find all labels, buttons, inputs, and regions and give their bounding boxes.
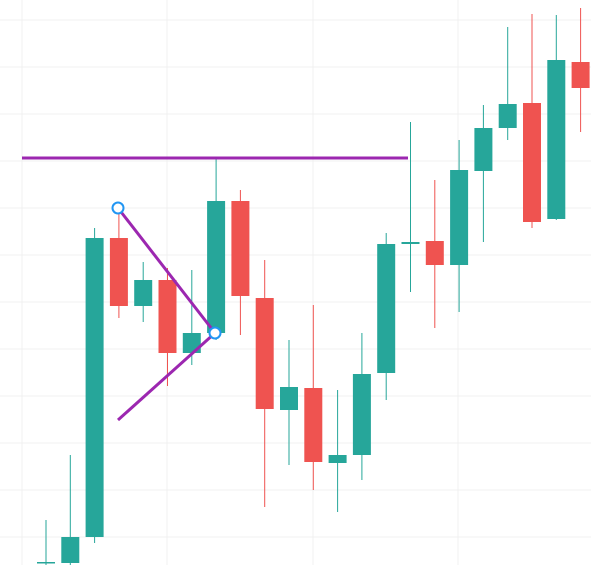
candle-body bbox=[450, 170, 469, 265]
candles bbox=[37, 8, 590, 565]
candle-body bbox=[474, 128, 493, 171]
candle-body bbox=[401, 242, 420, 244]
candle-body bbox=[425, 241, 444, 265]
candle-body bbox=[207, 201, 226, 333]
candle-body bbox=[352, 374, 371, 455]
candle-body bbox=[498, 104, 517, 128]
drawings bbox=[22, 156, 408, 422]
candle-body bbox=[280, 387, 298, 410]
candle-body bbox=[158, 280, 177, 353]
candle-body bbox=[377, 244, 396, 373]
candle-body bbox=[134, 280, 153, 306]
trend-line bbox=[116, 207, 217, 334]
candle-body bbox=[547, 60, 566, 219]
candle-body bbox=[231, 201, 250, 296]
candle-body bbox=[523, 103, 541, 222]
candle-body bbox=[571, 62, 590, 88]
candle-body bbox=[255, 298, 274, 409]
candle-body bbox=[37, 562, 55, 564]
handle[interactable] bbox=[111, 201, 125, 215]
candle-body bbox=[328, 455, 347, 463]
candle-body bbox=[61, 537, 80, 563]
candle-body bbox=[85, 238, 104, 537]
trend-line bbox=[116, 331, 217, 422]
handle[interactable] bbox=[208, 326, 222, 340]
candle-body bbox=[304, 388, 323, 462]
candle-body bbox=[109, 238, 128, 306]
